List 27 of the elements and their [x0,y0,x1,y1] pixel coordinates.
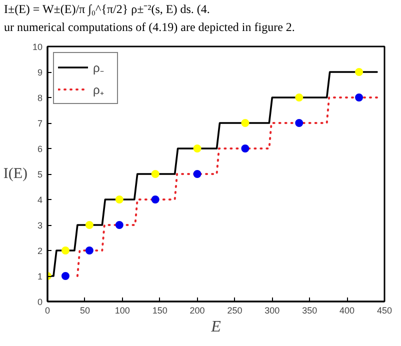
x-tick-label: 200 [190,306,205,316]
x-tick-label: 450 [376,306,392,316]
x-tick-label: 250 [227,306,242,316]
y-tick-label: 3 [37,220,43,230]
y-tick-label: 4 [37,195,43,205]
y-tick-label: 6 [37,144,43,154]
y-tick-label: 5 [37,170,43,180]
x-tick-label: 0 [44,306,50,316]
x-tick-label: 350 [302,306,318,316]
x-tick-label: 150 [152,306,168,316]
x-tick-label: 400 [340,306,355,316]
y-tick-label: 2 [37,246,43,256]
y-tick-label: 8 [37,93,43,103]
y-tick-label: 1 [37,272,43,282]
text: I±(E) = W±(E)/π ∫₀^{π/2} ρ±⁻²(s, E) ds. (4. [4,1,210,18]
y-tick-label: 0 [37,297,43,307]
x-tick-label: 50 [80,306,90,316]
y-tick-label: 9 [37,68,43,78]
x-tick-label: 100 [114,306,130,316]
text: ur numerical computations of (4.19) are depicted in figure 2. [4,19,295,36]
y-tick-label: 10 [32,42,43,52]
y-axis-title: I(E) [3,166,28,182]
x-axis-title: E [210,318,222,336]
legend-label: ρ₋ [93,60,105,76]
y-tick-label: 7 [37,118,43,128]
legend-label: ρ₊ [93,82,105,98]
x-tick-label: 300 [264,306,280,316]
